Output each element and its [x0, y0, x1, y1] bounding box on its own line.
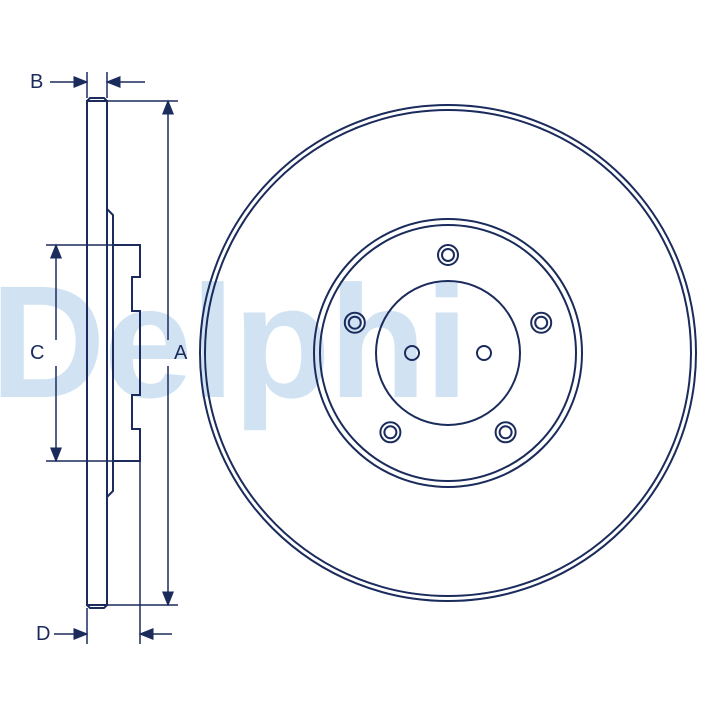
- locator-hole-right: [477, 346, 491, 360]
- dim-C: [46, 245, 113, 461]
- side-view: [87, 98, 140, 608]
- dim-B: [50, 72, 145, 98]
- label-A: A: [174, 342, 187, 365]
- label-D: D: [36, 623, 50, 646]
- front-view: [200, 105, 696, 601]
- technical-drawing-svg: [0, 0, 720, 720]
- dim-A: [107, 101, 178, 605]
- diagram-container: Delphi: [0, 0, 720, 720]
- locator-hole-left: [405, 346, 419, 360]
- label-C: C: [30, 342, 44, 365]
- label-B: B: [30, 71, 43, 94]
